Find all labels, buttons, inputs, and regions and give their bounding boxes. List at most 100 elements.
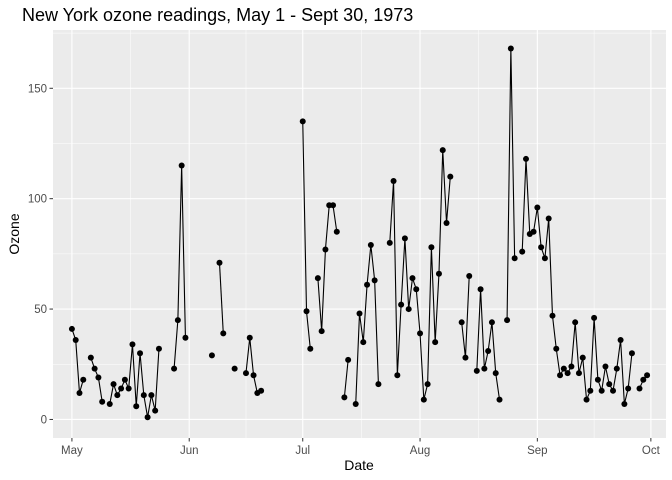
data-point (492, 370, 499, 377)
series-line-segment (173, 165, 186, 369)
data-point (466, 272, 473, 279)
data-point (458, 319, 465, 326)
data-point (557, 372, 564, 379)
data-point (591, 314, 598, 321)
data-point (579, 354, 586, 361)
data-point (541, 255, 548, 262)
x-tick-label: Jun (180, 445, 199, 457)
data-point (341, 394, 348, 401)
data-point (538, 244, 545, 251)
x-tick-label: Oct (642, 445, 661, 457)
data-point (375, 381, 382, 388)
data-point (553, 345, 560, 352)
data-point (568, 363, 575, 370)
x-axis-ticks: May Jun Jul Aug Sep Oct (61, 438, 661, 457)
data-point (87, 354, 94, 361)
x-tick-label: Sep (527, 445, 547, 457)
data-point (345, 356, 352, 363)
data-point (148, 392, 155, 399)
data-point (307, 345, 314, 352)
data-point (613, 365, 620, 372)
data-point (462, 354, 469, 361)
data-point (420, 396, 427, 403)
data-point (155, 345, 162, 352)
data-point (602, 363, 609, 370)
data-point (439, 147, 446, 154)
data-point (333, 228, 340, 235)
data-point (364, 281, 371, 288)
data-point (636, 385, 643, 392)
data-point (367, 242, 374, 249)
data-point (118, 385, 125, 392)
data-point (110, 381, 117, 388)
data-point (606, 381, 613, 388)
y-tick-label: 100 (28, 194, 47, 206)
data-point (258, 387, 265, 394)
data-point (125, 385, 132, 392)
data-point (246, 334, 253, 341)
data-point (435, 270, 442, 277)
data-point (216, 259, 223, 266)
data-point (519, 248, 526, 255)
data-point (572, 319, 579, 326)
data-point (174, 317, 181, 324)
data-point (417, 330, 424, 337)
data-point (356, 310, 363, 317)
data-point (488, 319, 495, 326)
data-point (549, 312, 556, 319)
data-point (299, 118, 306, 125)
data-point (401, 235, 408, 242)
data-point (398, 301, 405, 308)
series-line-segment (218, 262, 224, 334)
y-axis-title: Ozone (6, 213, 22, 254)
data-point (405, 306, 412, 313)
data-point (496, 396, 503, 403)
data-point (477, 286, 484, 293)
y-tick-label: 50 (34, 304, 47, 316)
data-point (610, 387, 617, 394)
data-point (413, 286, 420, 293)
data-point (250, 372, 257, 379)
data-point (432, 339, 439, 346)
data-point (76, 389, 83, 396)
data-point (594, 376, 601, 383)
data-point (617, 336, 624, 343)
data-point (575, 370, 582, 377)
data-point (144, 414, 151, 421)
data-point (640, 376, 647, 383)
data-point (522, 155, 529, 162)
data-point (121, 376, 128, 383)
data-point (208, 352, 215, 359)
x-tick-label: May (61, 445, 83, 457)
data-point (114, 392, 121, 399)
y-tick-label: 150 (28, 83, 47, 95)
y-tick-label: 0 (41, 414, 47, 426)
data-point (220, 330, 227, 337)
series-line-segment (343, 359, 349, 398)
data-point (178, 162, 185, 169)
data-point (371, 277, 378, 284)
data-point (140, 392, 147, 399)
data-point (428, 244, 435, 251)
data-point (545, 215, 552, 222)
data-point (330, 202, 337, 209)
data-point (507, 45, 514, 52)
data-point (133, 403, 140, 410)
data-point (628, 350, 635, 357)
y-axis-ticks: 0 50 100 150 (28, 83, 53, 426)
data-point (409, 275, 416, 282)
data-point (644, 372, 651, 379)
series-line-segment (71, 328, 84, 394)
chart-title: New York ozone readings, May 1 - Sept 30… (22, 5, 413, 25)
major-gridlines (53, 30, 666, 438)
data-point (534, 204, 541, 211)
data-point (530, 228, 537, 235)
data-point (129, 341, 136, 348)
x-tick-label: Jul (295, 445, 310, 457)
data-point (511, 255, 518, 262)
data-point (447, 173, 454, 180)
data-point (303, 308, 310, 315)
x-axis-title: Date (344, 457, 374, 473)
data-point (564, 370, 571, 377)
